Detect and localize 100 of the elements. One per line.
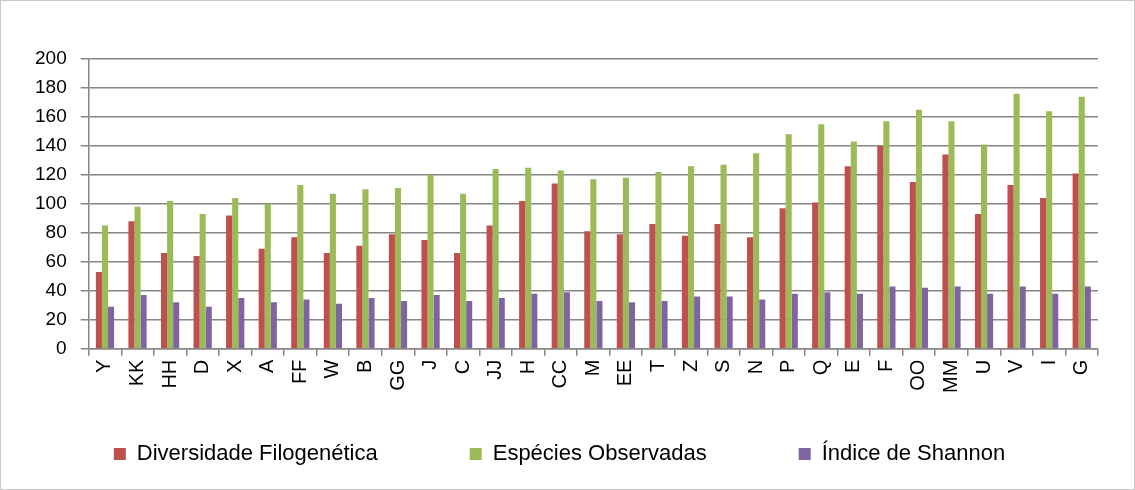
bar [824,292,831,348]
bar [1072,173,1079,348]
bar [720,164,727,348]
bar [270,302,277,348]
bar [584,231,591,348]
y-tick-label: 140 [35,134,67,156]
bar [388,234,395,348]
y-tick-label: 180 [35,76,67,98]
bar [291,237,298,348]
bar [551,183,558,348]
bar [921,287,929,348]
y-tick-label: 60 [45,250,67,272]
bar [714,224,721,348]
bar [193,255,200,348]
bar [134,206,141,348]
bar [1040,198,1047,348]
y-tick-label: 160 [35,105,67,127]
bar [791,293,798,348]
bar [394,187,402,348]
bar [915,109,922,348]
x-tick-label: T [645,359,668,372]
bar [199,213,206,348]
bar [694,296,701,348]
bar [323,253,330,348]
bar [1052,293,1059,348]
x-tick-label: D [190,359,213,375]
x-tick-label: CC [548,359,571,389]
bar [140,295,147,348]
x-tick-label: A [255,359,278,374]
x-tick-label: MM [939,359,961,394]
y-tick-label: 0 [56,336,67,358]
bar [649,224,656,348]
bar [531,293,538,348]
bar [492,169,499,348]
bar [368,297,375,348]
bar [238,297,245,348]
bar [486,225,493,348]
x-tick-label: C [450,359,473,375]
x-tick-label: Q [808,359,831,376]
x-tick-label: P [776,359,799,374]
x-tick-label: GG [385,359,408,391]
bar [205,306,212,348]
x-tick-label: JJ [483,359,506,380]
bar [753,153,760,348]
bar [329,193,336,348]
bar [616,234,623,348]
bar [232,198,239,348]
bar [101,225,109,348]
x-tick-label: OO [906,359,929,391]
bar [981,144,988,348]
bar [454,253,461,348]
bar [258,248,265,348]
bar [877,145,884,348]
bar [498,297,505,348]
bar [421,240,428,348]
bar [909,182,916,348]
x-tick-label: E [841,359,864,374]
bar [681,235,688,348]
bar [466,300,473,348]
x-tick-label: HH [157,359,180,389]
x-tick-label: G [1069,359,1092,376]
legend-label: Índice de Shannon [821,440,1006,466]
bar [1013,93,1020,348]
bar [1084,286,1091,348]
bar [519,200,526,348]
bar [596,300,603,348]
bar [226,215,233,348]
bar [812,202,819,348]
bar [557,170,564,348]
bar [297,185,304,348]
bar [785,134,792,348]
x-tick-label: V [1004,359,1027,374]
bar [622,177,629,348]
bar [356,245,363,348]
y-tick-label: 20 [45,307,67,329]
x-tick-label: EE [613,359,636,387]
bar [844,166,851,348]
x-tick-label: Y [92,359,115,374]
bar [173,302,180,348]
y-tick-label: 120 [35,163,67,185]
x-tick-label: W [320,359,343,379]
bar [525,167,532,348]
bar [883,121,890,348]
bar [108,306,115,348]
x-tick-label: U [971,359,994,375]
x-tick-label: J [418,359,441,370]
bar [948,121,955,348]
bar [818,124,825,348]
legend-label: Espécies Observadas [492,440,707,466]
y-tick-label: 40 [45,278,67,300]
bar [942,154,949,348]
bar [401,300,408,348]
y-tick-label: 80 [45,221,67,243]
bar [264,203,271,348]
bar [889,286,896,348]
x-tick-label: FF [287,359,310,385]
x-tick-label: M [580,359,603,377]
legend-label: Diversidade Filogenética [136,440,379,466]
bar [987,293,994,348]
x-tick-label: X [222,359,245,374]
